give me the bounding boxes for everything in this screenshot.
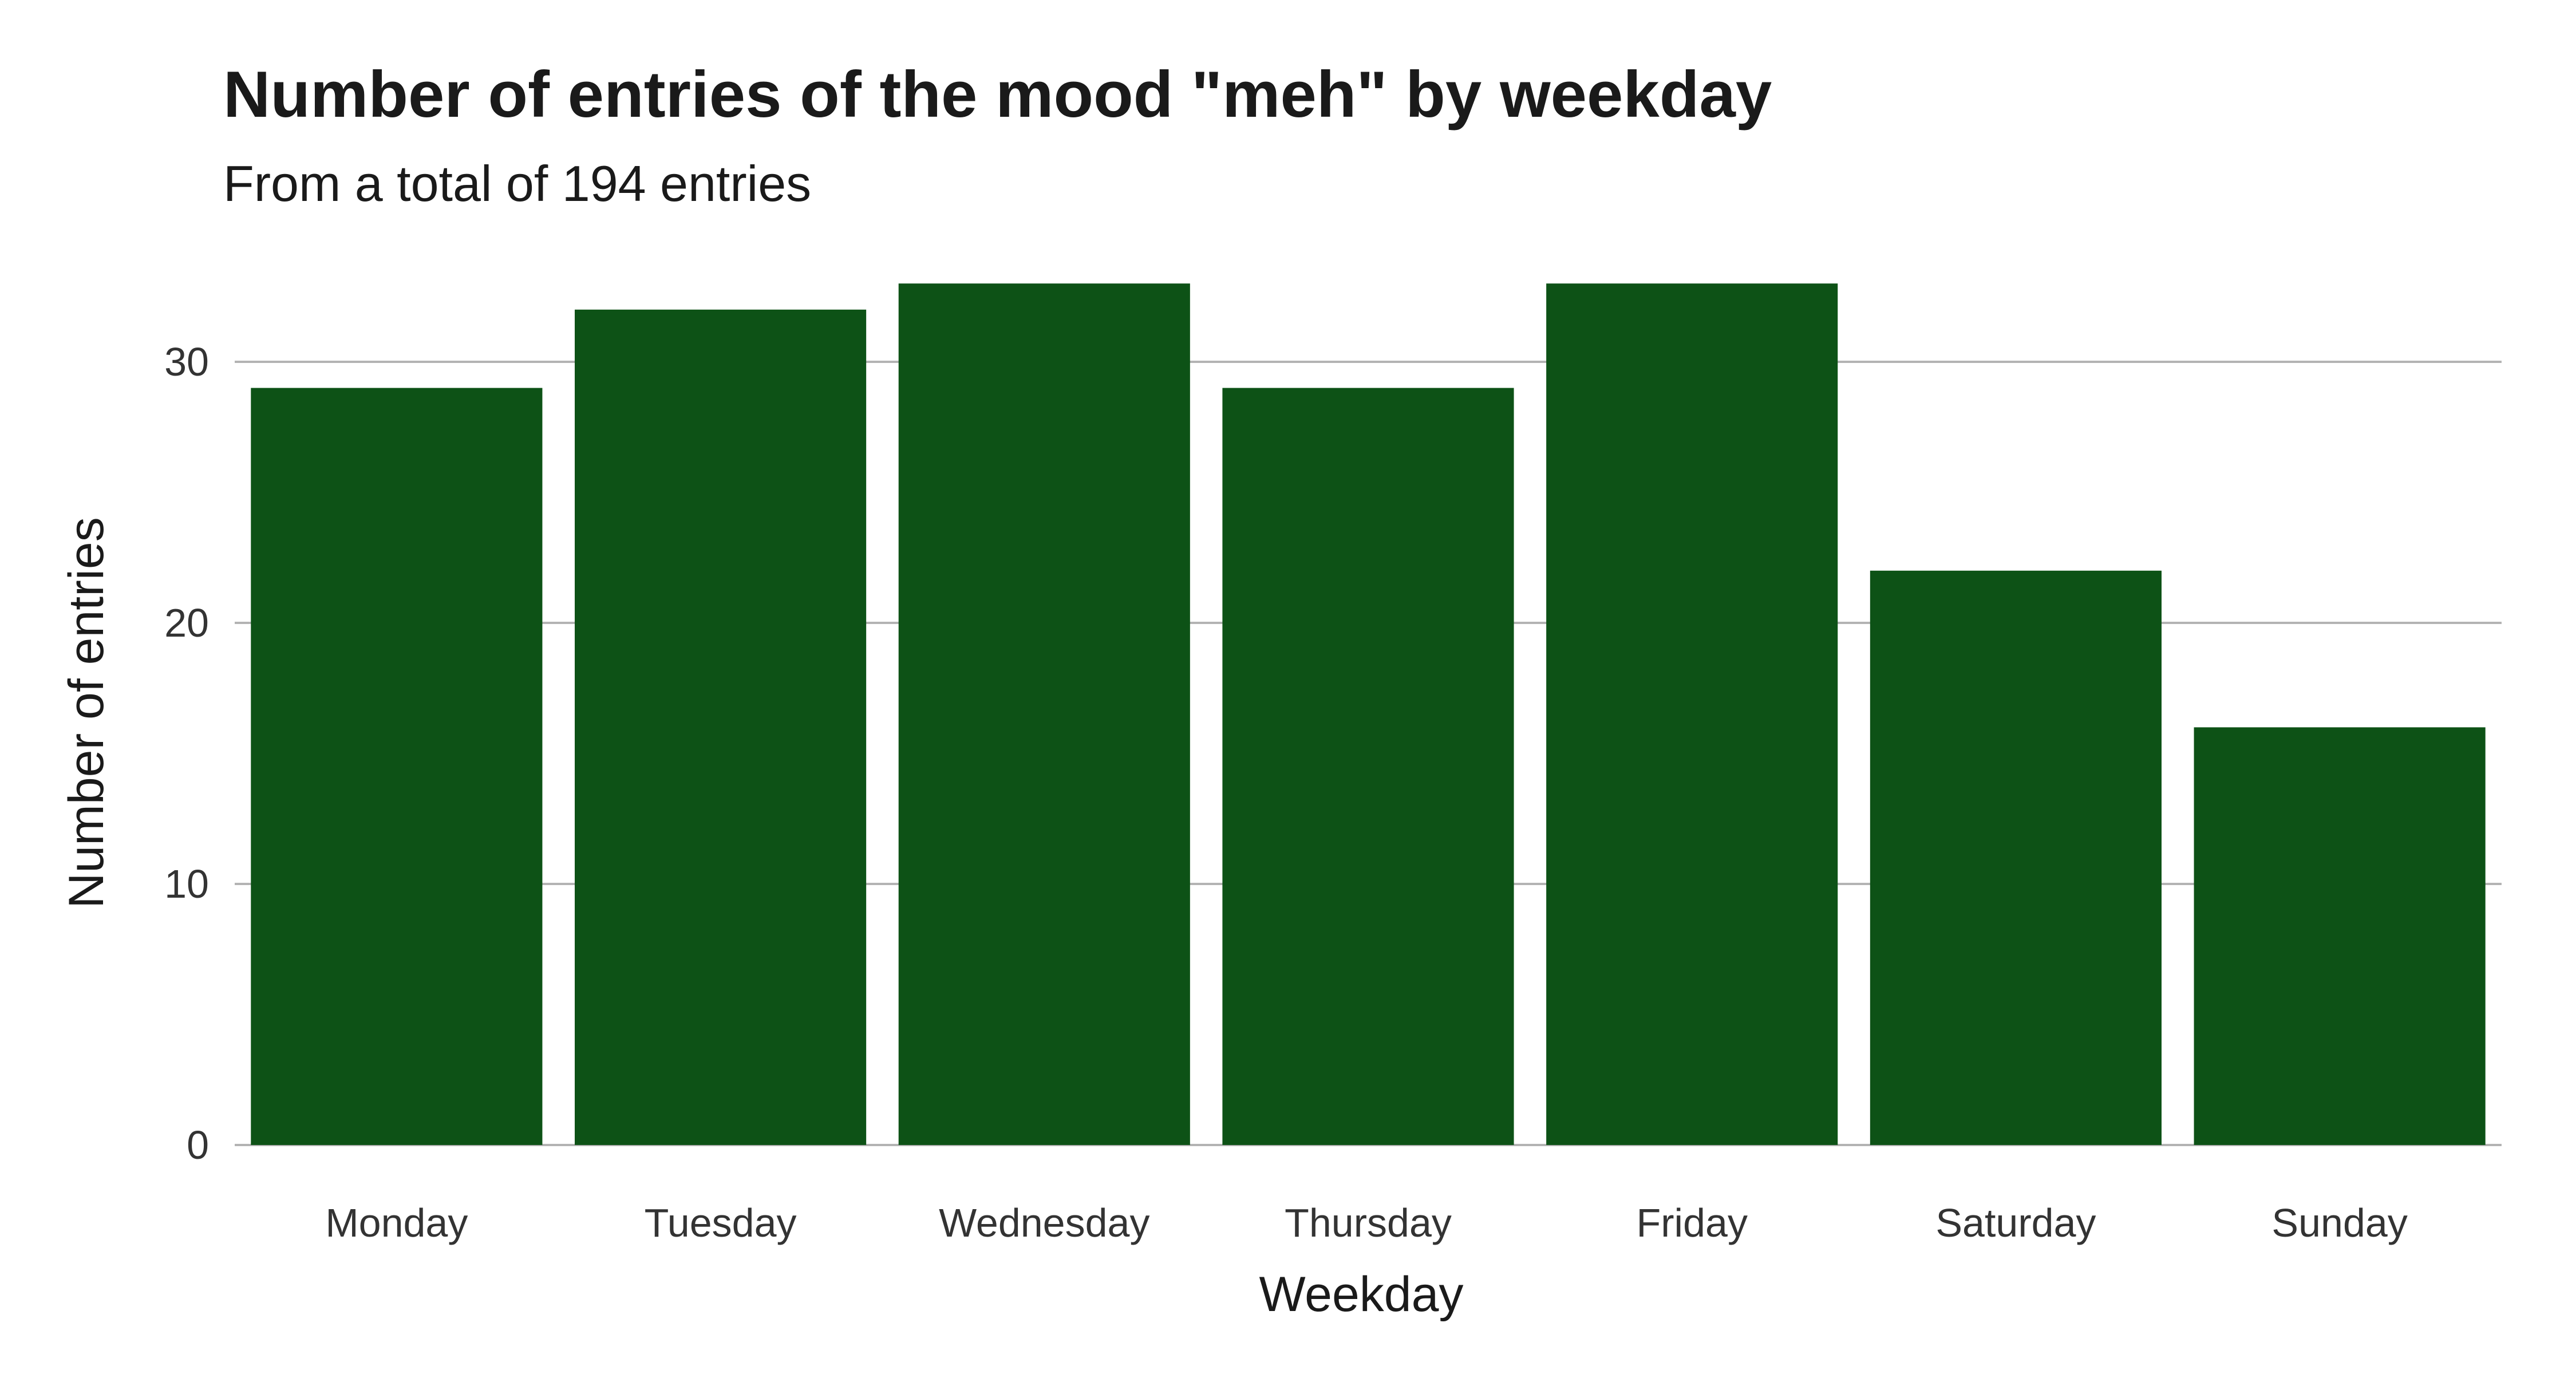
bar-wednesday (898, 283, 1190, 1146)
y-tick-label-10: 10 (164, 862, 209, 906)
y-tick-label-30: 30 (164, 339, 209, 384)
bar-monday (251, 388, 543, 1145)
x-tick-label-wednesday: Wednesday (939, 1201, 1149, 1245)
y-tick-label-0: 0 (187, 1123, 209, 1167)
x-tick-label-sunday: Sunday (2271, 1201, 2407, 1245)
y-axis-title: Number of entries (59, 517, 114, 909)
x-tick-label-saturday: Saturday (1935, 1201, 2096, 1245)
chart-subtitle: From a total of 194 entries (223, 155, 812, 212)
x-axis-ticks: Monday Tuesday Wednesday Thursday Friday Satu… (325, 1201, 2408, 1245)
bars (251, 283, 2486, 1146)
x-tick-label-monday: Monday (325, 1201, 468, 1245)
y-axis-ticks: 0 10 20 30 (164, 339, 209, 1167)
bar-tuesday (575, 309, 867, 1145)
bar-friday (1546, 283, 1838, 1146)
x-axis-title: Weekday (1259, 1267, 1464, 1322)
x-tick-label-tuesday: Tuesday (645, 1201, 797, 1245)
x-tick-label-friday: Friday (1636, 1201, 1747, 1245)
bar-sunday (2194, 727, 2486, 1145)
x-tick-label-thursday: Thursday (1285, 1201, 1452, 1245)
bar-saturday (1870, 570, 2162, 1145)
chart-title: Number of entries of the mood "meh" by w… (223, 58, 1772, 131)
bar-thursday (1222, 388, 1514, 1145)
y-tick-label-20: 20 (164, 601, 209, 645)
